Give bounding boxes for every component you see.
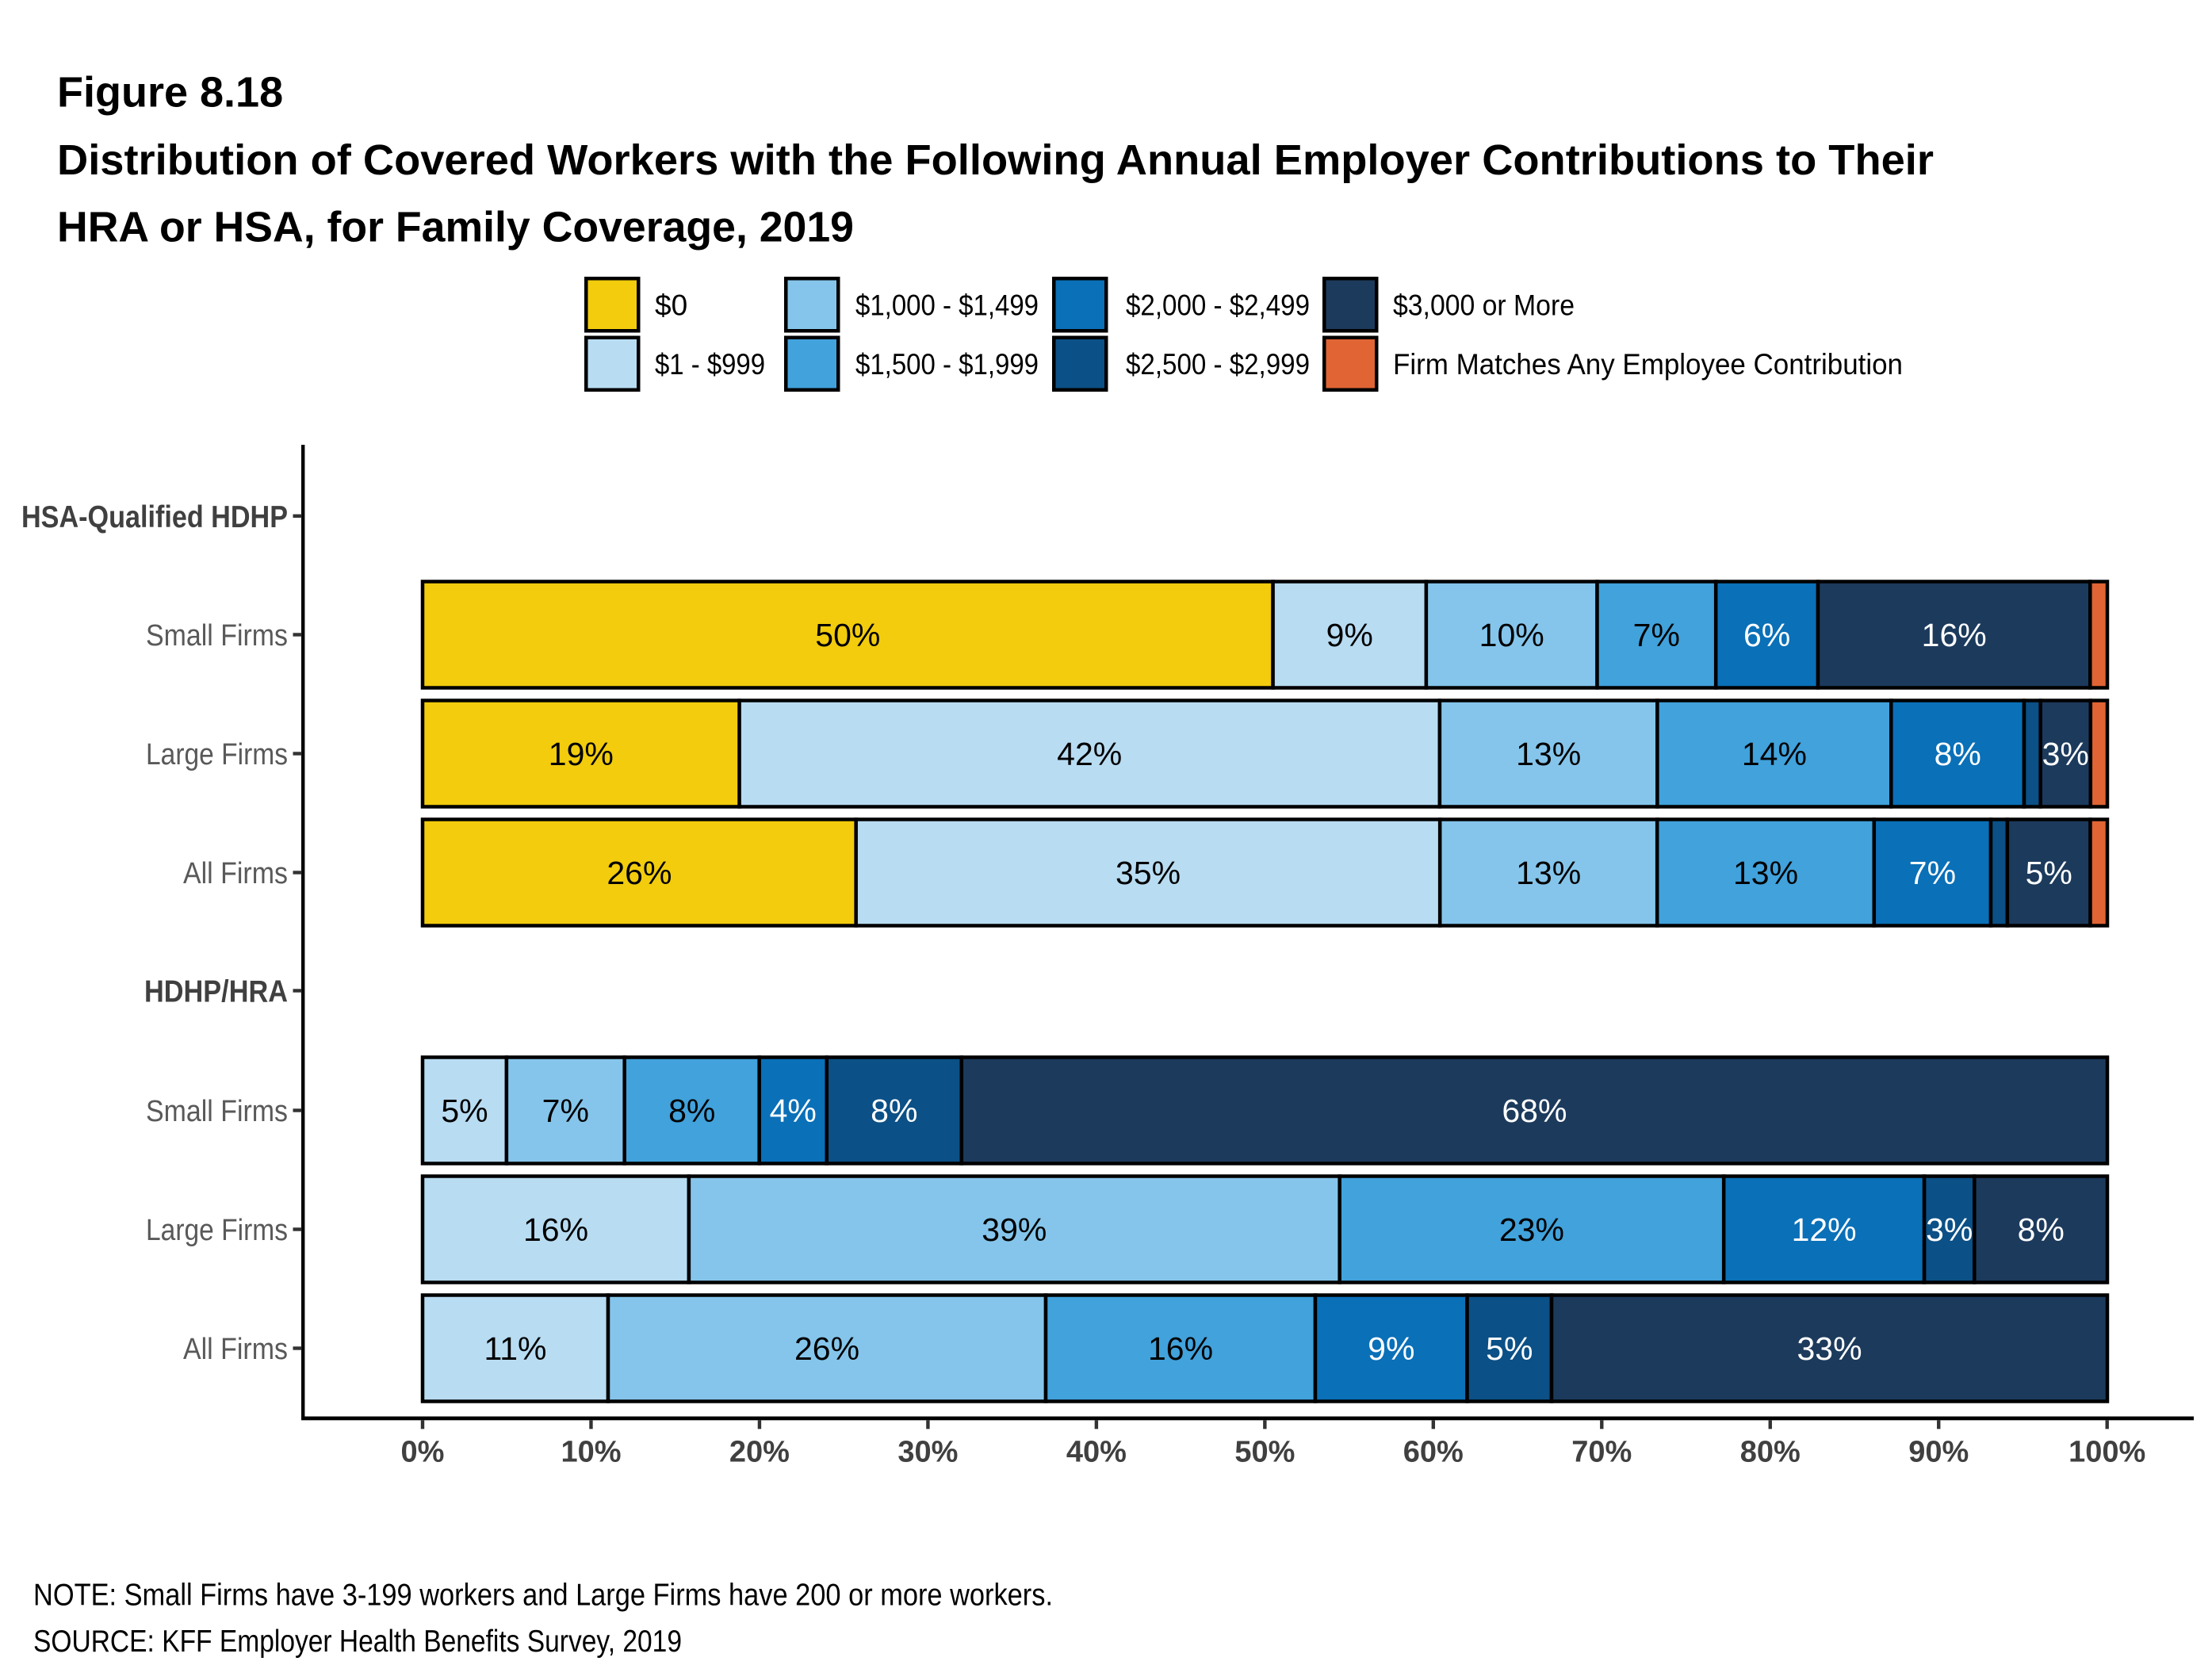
svg-text:$2,500 - $2,999: $2,500 - $2,999 [1126,348,1310,381]
svg-text:13%: 13% [1516,855,1581,891]
svg-text:$0: $0 [655,289,687,322]
svg-text:All Firms: All Firms [183,1333,288,1366]
svg-text:$1,500 - $1,999: $1,500 - $1,999 [855,348,1039,381]
svg-text:8%: 8% [2018,1211,2065,1248]
svg-text:Small Firms: Small Firms [146,1095,288,1128]
svg-text:10%: 10% [561,1436,621,1469]
svg-text:HDHP/HRA: HDHP/HRA [144,975,288,1009]
svg-text:33%: 33% [1797,1330,1862,1367]
svg-text:9%: 9% [1368,1330,1414,1367]
svg-text:$2,000 - $2,499: $2,000 - $2,499 [1126,289,1310,322]
svg-text:All Firms: All Firms [183,857,288,890]
svg-text:9%: 9% [1326,617,1373,653]
svg-text:8%: 8% [871,1093,917,1129]
svg-text:26%: 26% [607,855,672,891]
svg-text:13%: 13% [1516,736,1581,772]
svg-text:50%: 50% [1234,1436,1295,1469]
svg-text:7%: 7% [1909,855,1956,891]
svg-text:5%: 5% [1486,1330,1533,1367]
svg-text:Firm Matches Any Employee Cont: Firm Matches Any Employee Contribution [1393,348,1903,381]
svg-text:100%: 100% [2068,1436,2145,1469]
svg-text:26%: 26% [794,1330,859,1367]
svg-text:Distribution of Covered Worker: Distribution of Covered Workers with the… [57,136,1934,184]
svg-text:68%: 68% [1502,1093,1567,1129]
svg-text:40%: 40% [1066,1436,1127,1469]
svg-text:Large Firms: Large Firms [146,1214,288,1247]
svg-text:4%: 4% [770,1093,817,1129]
svg-text:12%: 12% [1792,1211,1857,1248]
svg-text:$1 - $999: $1 - $999 [655,348,765,381]
svg-text:Figure 8.18: Figure 8.18 [57,69,283,117]
svg-text:39%: 39% [982,1211,1047,1248]
svg-text:8%: 8% [1935,736,1981,772]
svg-text:7%: 7% [542,1093,589,1129]
svg-text:16%: 16% [1148,1330,1213,1367]
svg-text:35%: 35% [1116,855,1181,891]
svg-text:16%: 16% [1922,617,1987,653]
svg-text:SOURCE: KFF Employer Health Be: SOURCE: KFF Employer Health Benefits Sur… [33,1625,682,1659]
svg-text:7%: 7% [1633,617,1680,653]
svg-text:16%: 16% [523,1211,588,1248]
svg-text:10%: 10% [1479,617,1544,653]
svg-text:60%: 60% [1403,1436,1464,1469]
svg-text:11%: 11% [484,1330,546,1367]
svg-text:42%: 42% [1057,736,1122,772]
svg-text:5%: 5% [441,1093,488,1129]
svg-text:70%: 70% [1571,1436,1632,1469]
svg-text:23%: 23% [1499,1211,1564,1248]
svg-text:$3,000 or More: $3,000 or More [1393,289,1575,322]
svg-text:50%: 50% [815,617,880,653]
svg-text:6%: 6% [1743,617,1790,653]
svg-text:NOTE: Small Firms have 3-199 w: NOTE: Small Firms have 3-199 workers and… [33,1579,1053,1613]
svg-text:30%: 30% [897,1436,958,1469]
svg-text:20%: 20% [729,1436,790,1469]
svg-text:3%: 3% [2042,736,2089,772]
svg-text:19%: 19% [549,736,614,772]
svg-text:90%: 90% [1908,1436,1969,1469]
svg-text:3%: 3% [1926,1211,1973,1248]
svg-text:Small Firms: Small Firms [146,619,288,653]
svg-text:HSA-Qualified HDHP: HSA-Qualified HDHP [21,500,288,534]
svg-text:0%: 0% [401,1436,445,1469]
svg-text:5%: 5% [2026,855,2072,891]
svg-text:8%: 8% [668,1093,715,1129]
svg-text:13%: 13% [1733,855,1798,891]
svg-text:HRA or HSA, for Family Coverag: HRA or HSA, for Family Coverage, 2019 [57,203,854,251]
svg-text:14%: 14% [1742,736,1807,772]
svg-text:$1,000 - $1,499: $1,000 - $1,499 [855,289,1039,322]
svg-text:Large Firms: Large Firms [146,738,288,771]
svg-text:80%: 80% [1740,1436,1801,1469]
